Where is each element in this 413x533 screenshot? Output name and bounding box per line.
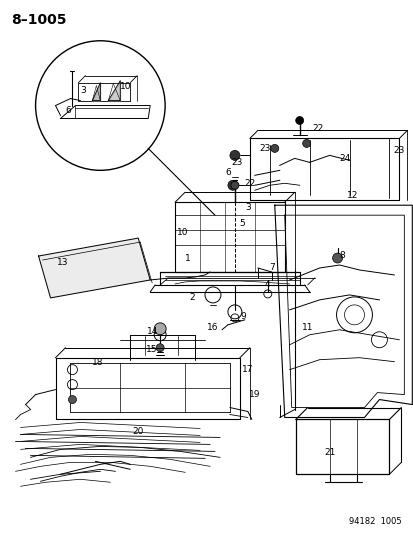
Text: 94182  1005: 94182 1005 bbox=[348, 516, 400, 526]
Text: 23: 23 bbox=[393, 146, 404, 155]
Text: 17: 17 bbox=[242, 365, 253, 374]
Text: 19: 19 bbox=[249, 390, 260, 399]
Circle shape bbox=[332, 253, 342, 263]
Text: 15: 15 bbox=[146, 345, 157, 354]
Text: 20: 20 bbox=[132, 427, 144, 436]
Circle shape bbox=[228, 180, 237, 190]
Text: 3: 3 bbox=[81, 86, 86, 95]
Text: 8: 8 bbox=[339, 251, 344, 260]
Circle shape bbox=[154, 323, 166, 335]
Text: 3: 3 bbox=[244, 203, 250, 212]
Text: 16: 16 bbox=[207, 324, 218, 332]
Polygon shape bbox=[108, 80, 120, 101]
Text: 24: 24 bbox=[338, 154, 349, 163]
Text: 22: 22 bbox=[311, 124, 323, 133]
Circle shape bbox=[68, 395, 76, 403]
Polygon shape bbox=[38, 238, 150, 298]
Circle shape bbox=[156, 344, 164, 352]
Text: 6: 6 bbox=[225, 168, 230, 177]
Circle shape bbox=[270, 144, 278, 152]
Text: 23: 23 bbox=[230, 158, 242, 167]
Text: 2: 2 bbox=[189, 293, 195, 302]
Circle shape bbox=[229, 150, 239, 160]
Text: 5: 5 bbox=[238, 219, 244, 228]
Text: 6: 6 bbox=[65, 106, 71, 115]
Text: 23: 23 bbox=[259, 144, 270, 153]
Circle shape bbox=[230, 181, 238, 189]
Text: 4: 4 bbox=[264, 280, 270, 289]
Text: 10: 10 bbox=[177, 228, 188, 237]
Text: 8–1005: 8–1005 bbox=[11, 13, 66, 27]
Text: 1: 1 bbox=[185, 254, 190, 263]
Text: 10: 10 bbox=[119, 82, 131, 91]
Circle shape bbox=[302, 140, 310, 148]
Circle shape bbox=[295, 117, 303, 125]
Text: 22: 22 bbox=[244, 179, 255, 188]
Text: 12: 12 bbox=[346, 191, 357, 200]
Text: 11: 11 bbox=[301, 324, 313, 332]
Text: 9: 9 bbox=[240, 312, 245, 321]
Text: 14: 14 bbox=[146, 327, 157, 336]
Text: 7: 7 bbox=[268, 263, 274, 272]
Text: 21: 21 bbox=[323, 448, 335, 457]
Text: 13: 13 bbox=[57, 257, 68, 266]
Text: 18: 18 bbox=[91, 358, 103, 367]
Polygon shape bbox=[92, 83, 100, 101]
